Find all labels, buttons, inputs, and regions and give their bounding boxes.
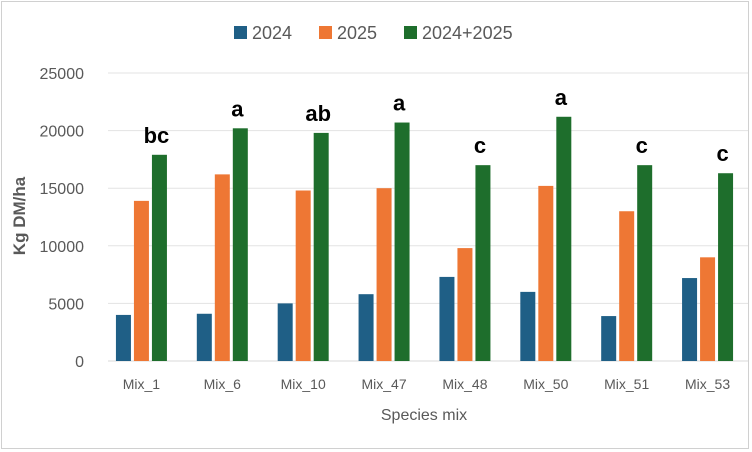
significance-letter: ab xyxy=(305,101,331,126)
significance-letter: c xyxy=(716,141,728,166)
y-tick-label: 5000 xyxy=(48,296,84,313)
significance-letter: c xyxy=(474,133,486,158)
legend-label: 2024+2025 xyxy=(422,23,513,43)
legend-label: 2025 xyxy=(337,23,377,43)
significance-letter: bc xyxy=(144,123,170,148)
bar-2024plus2025-mix_47 xyxy=(394,122,410,361)
bar-2024-mix_50 xyxy=(520,291,536,361)
x-tick-label: Mix_53 xyxy=(685,376,730,392)
significance-letters: bc a ab a c a c c xyxy=(144,85,729,166)
bar-2024-mix_1 xyxy=(115,314,131,361)
x-tick-label: Mix_50 xyxy=(523,376,568,392)
legend-swatch xyxy=(234,26,247,39)
bar-2024-mix_53 xyxy=(682,278,698,361)
significance-letter: c xyxy=(636,133,648,158)
bar-2025-mix_10 xyxy=(295,190,311,361)
bar-2024-mix_6 xyxy=(196,313,212,361)
bar-2024-mix_51 xyxy=(601,316,617,361)
bar-2024-mix_48 xyxy=(439,276,455,361)
x-tick-label: Mix_48 xyxy=(442,376,487,392)
bar-2024plus2025-mix_51 xyxy=(637,165,653,361)
bar-2024plus2025-mix_6 xyxy=(232,128,248,361)
bar-2024plus2025-mix_53 xyxy=(718,173,734,361)
y-tick-label: 25000 xyxy=(40,66,85,83)
bars xyxy=(115,116,734,361)
y-tick-label: 10000 xyxy=(40,239,85,256)
significance-letter: a xyxy=(393,91,406,116)
x-tick-label: Mix_6 xyxy=(204,376,242,392)
legend-swatch xyxy=(319,26,332,39)
bar-2024-mix_47 xyxy=(358,294,374,361)
significance-letter: a xyxy=(231,96,244,121)
bar-2025-mix_51 xyxy=(619,211,635,361)
bar-2024plus2025-mix_48 xyxy=(475,165,491,361)
bar-2025-mix_50 xyxy=(538,185,554,361)
x-axis-category-labels: Mix_1 Mix_6 Mix_10 Mix_47 Mix_48 Mix_50 Mix_51… xyxy=(123,376,731,392)
bar-2025-mix_53 xyxy=(700,257,716,361)
bar-2025-mix_1 xyxy=(133,200,149,361)
legend-swatch xyxy=(404,26,417,39)
y-tick-label: 0 xyxy=(75,354,84,371)
x-tick-label: Mix_47 xyxy=(361,376,406,392)
y-axis-title: Kg DM/ha xyxy=(10,176,29,255)
bar-2024-mix_10 xyxy=(277,303,293,361)
y-axis-tick-labels: 0 5000 10000 15000 20000 25000 xyxy=(40,66,85,371)
bar-2025-mix_47 xyxy=(376,188,392,361)
bar-2025-mix_48 xyxy=(457,248,473,361)
x-axis-title: Species mix xyxy=(381,407,467,424)
legend-label: 2024 xyxy=(252,23,292,43)
bar-2024plus2025-mix_50 xyxy=(556,116,572,361)
x-tick-label: Mix_51 xyxy=(604,376,649,392)
legend: 2024 2025 2024+2025 xyxy=(234,23,513,43)
y-tick-label: 20000 xyxy=(40,124,85,141)
x-tick-label: Mix_1 xyxy=(123,376,161,392)
x-tick-label: Mix_10 xyxy=(281,376,326,392)
bar-2024plus2025-mix_10 xyxy=(313,132,329,361)
significance-letter: a xyxy=(555,85,568,110)
bar-2024plus2025-mix_1 xyxy=(151,154,167,361)
y-tick-label: 15000 xyxy=(40,181,85,198)
bar-2025-mix_6 xyxy=(214,174,230,361)
